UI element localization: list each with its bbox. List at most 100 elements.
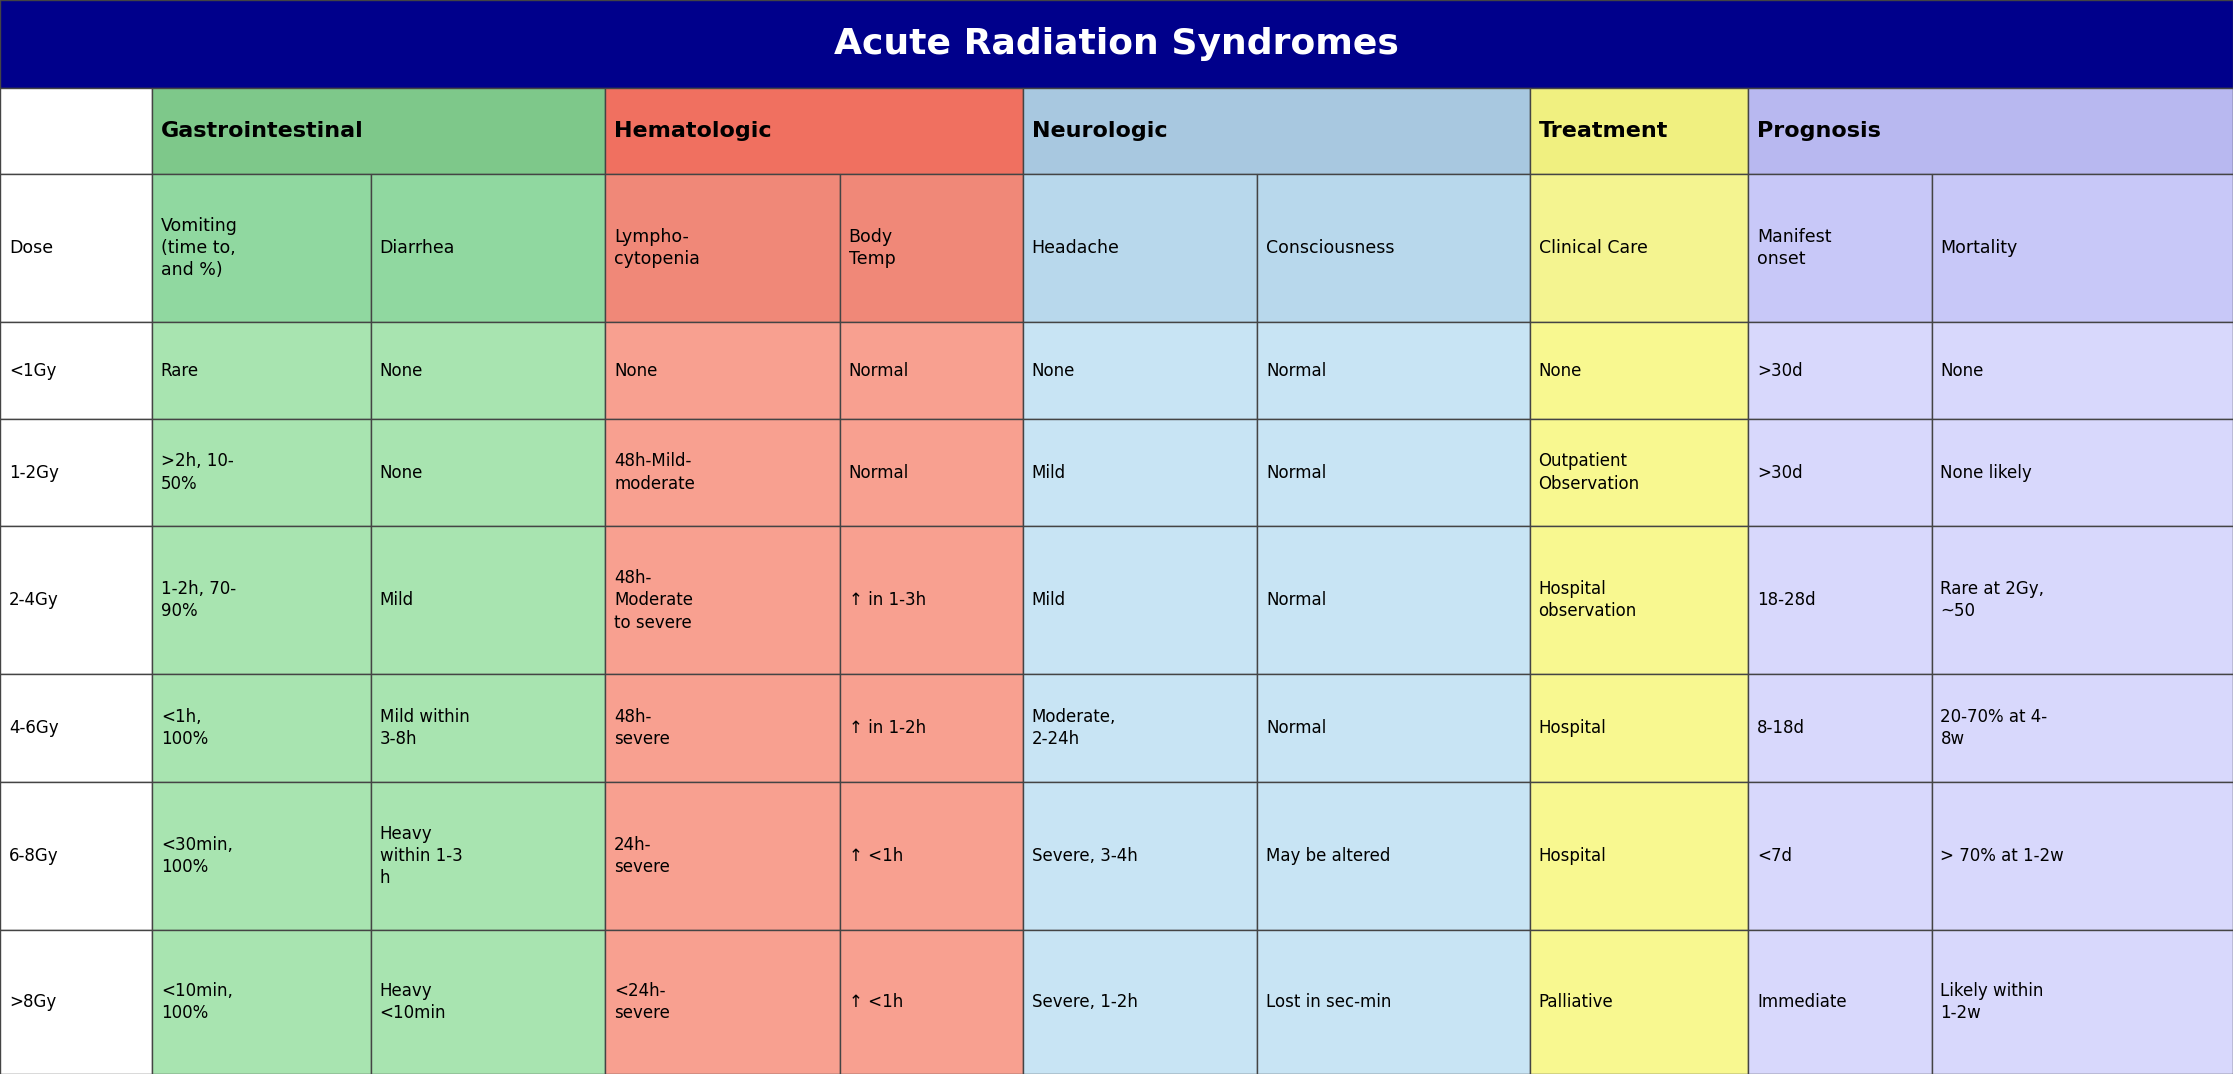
Bar	[840, 322, 1023, 419]
Text: Heavy
<10min: Heavy <10min	[380, 982, 447, 1022]
Text: > 70% at 1-2w: > 70% at 1-2w	[1940, 847, 2063, 865]
Bar	[1257, 674, 1530, 782]
Bar	[371, 419, 605, 526]
Text: Normal: Normal	[1266, 592, 1326, 609]
Text: Normal: Normal	[849, 464, 909, 481]
Text: Manifest
onset: Manifest onset	[1757, 228, 1831, 268]
Text: 20-70% at 4-
8w: 20-70% at 4- 8w	[1940, 708, 2048, 749]
Bar	[1257, 419, 1530, 526]
Bar	[605, 174, 840, 322]
Text: Acute Radiation Syndromes: Acute Radiation Syndromes	[835, 27, 1398, 61]
Bar	[840, 930, 1023, 1074]
Text: Mild: Mild	[380, 592, 413, 609]
Text: Palliative: Palliative	[1539, 993, 1612, 1011]
Bar	[1748, 782, 1932, 930]
Text: 8-18d: 8-18d	[1757, 720, 1804, 737]
Bar	[1530, 174, 1748, 322]
Bar	[1748, 674, 1932, 782]
Bar	[0, 526, 152, 674]
Bar	[1023, 782, 1257, 930]
Text: <7d: <7d	[1757, 847, 1793, 865]
Text: Normal: Normal	[1266, 720, 1326, 737]
Text: 2-4Gy: 2-4Gy	[9, 592, 58, 609]
Text: 1-2Gy: 1-2Gy	[9, 464, 58, 481]
Text: None: None	[380, 362, 422, 379]
Bar	[1530, 674, 1748, 782]
Text: Normal: Normal	[1266, 464, 1326, 481]
Bar	[605, 322, 840, 419]
Bar	[152, 88, 605, 174]
Bar	[1023, 526, 1257, 674]
Text: 24h-
severe: 24h- severe	[614, 836, 670, 876]
Bar	[0, 930, 152, 1074]
Text: Mild: Mild	[1032, 592, 1065, 609]
Text: Hematologic: Hematologic	[614, 121, 773, 141]
Bar	[840, 674, 1023, 782]
Bar	[1257, 782, 1530, 930]
Text: Gastrointestinal: Gastrointestinal	[161, 121, 364, 141]
Text: Outpatient
Observation: Outpatient Observation	[1539, 452, 1639, 493]
Bar	[605, 88, 1023, 174]
Bar	[152, 526, 371, 674]
Text: Mild: Mild	[1032, 464, 1065, 481]
Bar	[0, 674, 152, 782]
Bar	[1748, 419, 1932, 526]
Text: Body
Temp: Body Temp	[849, 228, 895, 268]
Bar	[1748, 174, 1932, 322]
Text: ↑ in 1-2h: ↑ in 1-2h	[849, 720, 927, 737]
Bar	[152, 930, 371, 1074]
Text: Hospital: Hospital	[1539, 847, 1606, 865]
Text: ↑ <1h: ↑ <1h	[849, 847, 902, 865]
Bar	[1530, 322, 1748, 419]
Bar	[1932, 782, 2233, 930]
Bar	[0, 782, 152, 930]
Text: <10min,
100%: <10min, 100%	[161, 982, 232, 1022]
Text: Clinical Care: Clinical Care	[1539, 240, 1648, 257]
Bar	[1748, 322, 1932, 419]
Text: Diarrhea: Diarrhea	[380, 240, 456, 257]
Bar	[152, 322, 371, 419]
Text: Consciousness: Consciousness	[1266, 240, 1396, 257]
Bar	[371, 322, 605, 419]
Bar	[371, 930, 605, 1074]
Text: Immediate: Immediate	[1757, 993, 1847, 1011]
Bar	[1932, 322, 2233, 419]
Bar	[1257, 930, 1530, 1074]
Bar	[605, 930, 840, 1074]
Text: None: None	[614, 362, 657, 379]
Bar	[1023, 419, 1257, 526]
Text: Vomiting
(time to,
and %): Vomiting (time to, and %)	[161, 217, 237, 279]
Bar	[1932, 674, 2233, 782]
Text: Mortality: Mortality	[1940, 240, 2019, 257]
Text: >30d: >30d	[1757, 464, 1802, 481]
Bar	[1932, 930, 2233, 1074]
Bar	[0, 419, 152, 526]
Bar	[1748, 930, 1932, 1074]
Text: <1h,
100%: <1h, 100%	[161, 708, 208, 749]
Text: Rare: Rare	[161, 362, 199, 379]
Bar	[371, 674, 605, 782]
Bar	[1257, 322, 1530, 419]
Text: Neurologic: Neurologic	[1032, 121, 1168, 141]
Bar	[840, 419, 1023, 526]
Bar	[152, 782, 371, 930]
Text: Severe, 1-2h: Severe, 1-2h	[1032, 993, 1137, 1011]
Text: 6-8Gy: 6-8Gy	[9, 847, 58, 865]
Text: Likely within
1-2w: Likely within 1-2w	[1940, 982, 2043, 1022]
Bar	[1023, 322, 1257, 419]
Text: Lost in sec-min: Lost in sec-min	[1266, 993, 1391, 1011]
Text: Hospital
observation: Hospital observation	[1539, 580, 1637, 621]
Text: <1Gy: <1Gy	[9, 362, 56, 379]
Bar	[840, 782, 1023, 930]
Bar	[1257, 526, 1530, 674]
Bar	[371, 174, 605, 322]
Bar	[1530, 526, 1748, 674]
Text: <24h-
severe: <24h- severe	[614, 982, 670, 1022]
Text: 48h-
Moderate
to severe: 48h- Moderate to severe	[614, 569, 692, 632]
Bar	[152, 674, 371, 782]
Bar	[605, 526, 840, 674]
Text: 48h-
severe: 48h- severe	[614, 708, 670, 749]
Text: Dose: Dose	[9, 240, 54, 257]
Text: Moderate,
2-24h: Moderate, 2-24h	[1032, 708, 1116, 749]
Bar	[1530, 419, 1748, 526]
